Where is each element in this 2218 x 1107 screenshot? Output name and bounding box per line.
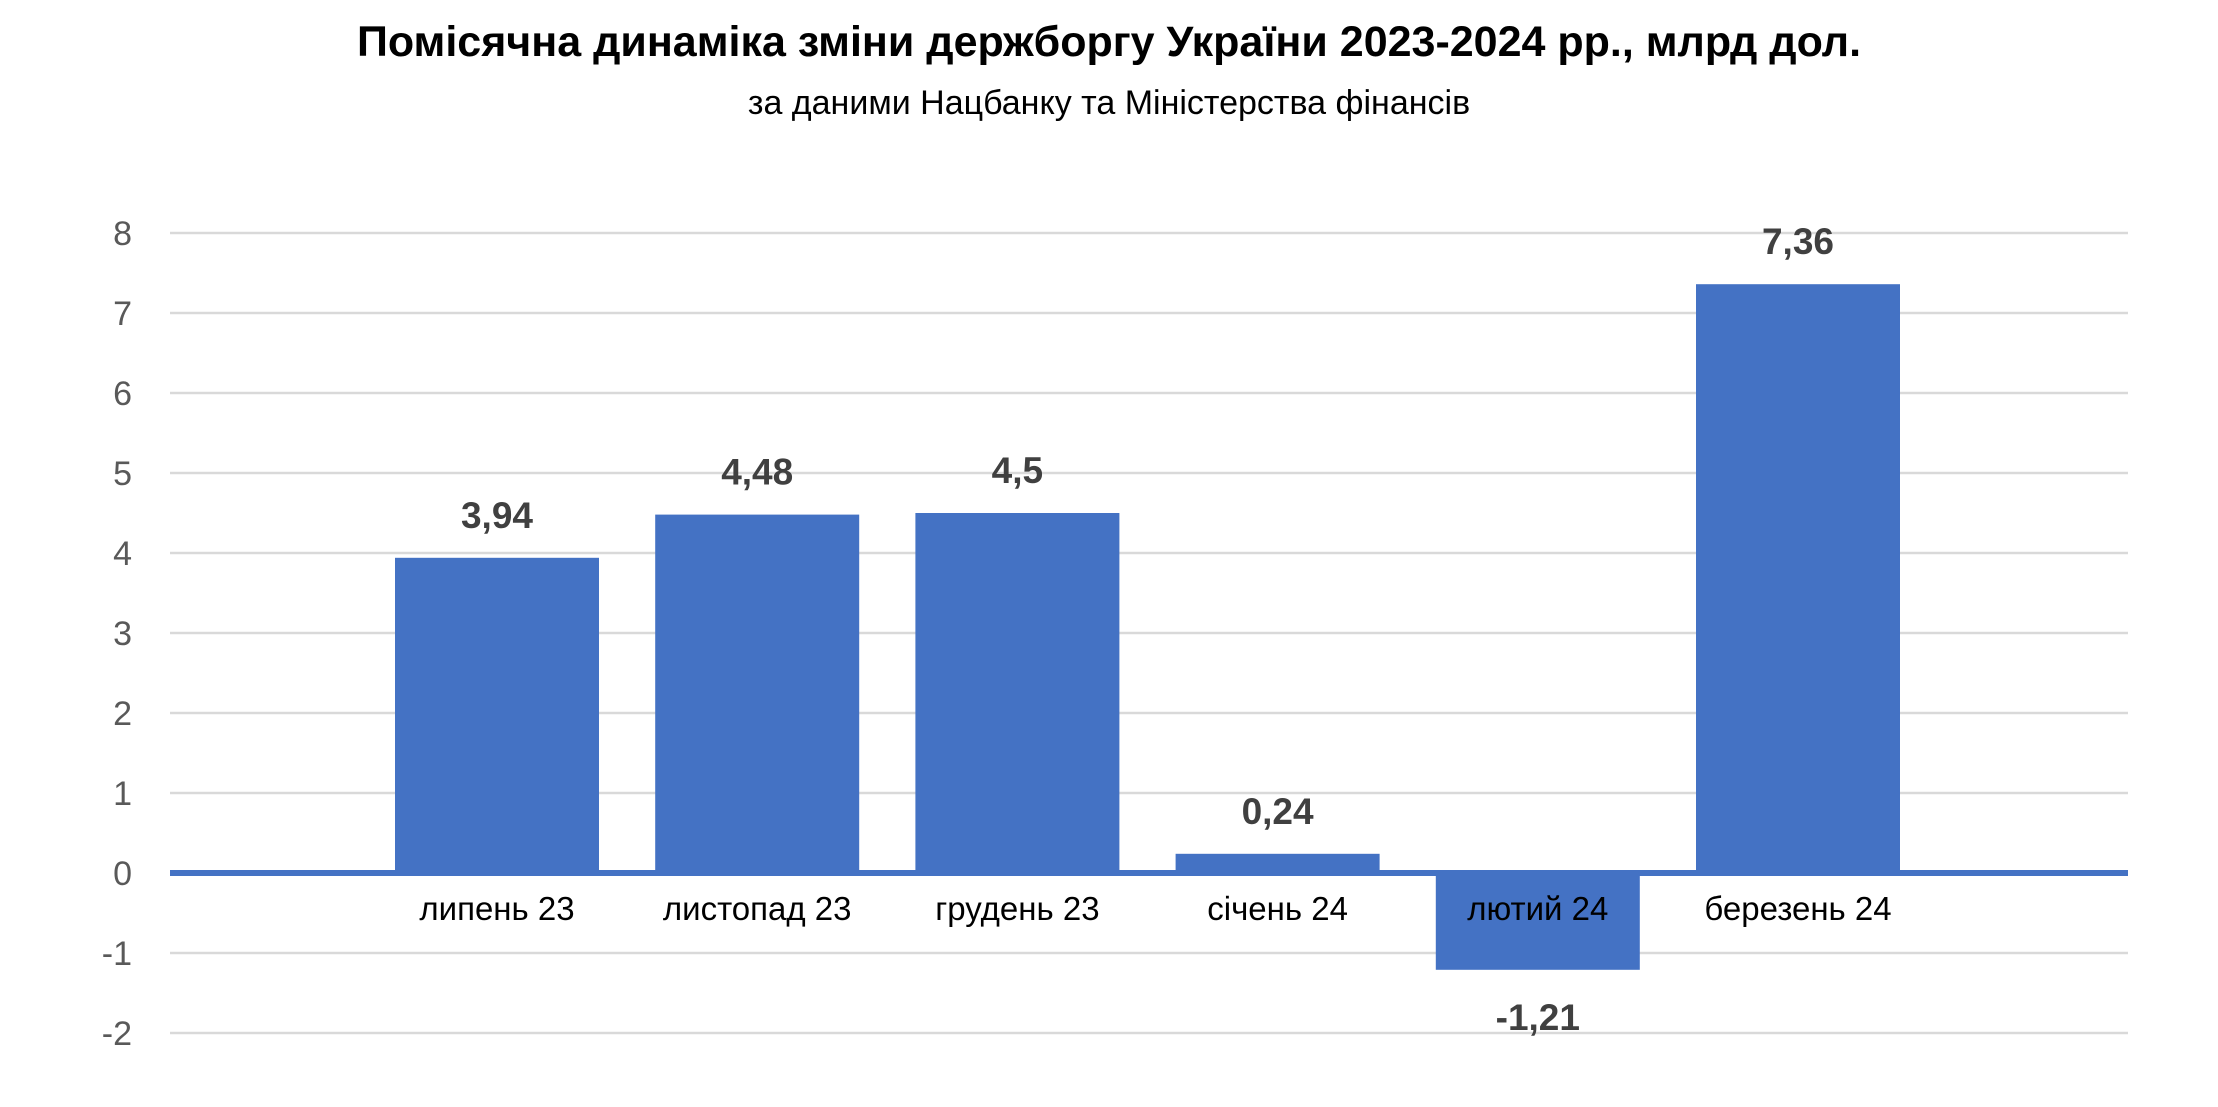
y-tick-label: -2 — [102, 1015, 132, 1053]
data-label: 3,94 — [461, 495, 533, 536]
y-tick-label: 8 — [113, 215, 132, 253]
category-label: лютий 24 — [1467, 890, 1608, 927]
data-label: 4,5 — [992, 450, 1043, 491]
bar — [1696, 284, 1900, 873]
category-label: березень 24 — [1704, 890, 1891, 927]
y-axis-ticks: -2 -1 0 1 2 3 4 5 6 7 8 — [102, 215, 132, 1053]
data-label: 7,36 — [1762, 221, 1834, 262]
chart-title: Помісячна динаміка зміни держборгу Украї… — [356, 18, 1862, 66]
category-label: грудень 23 — [935, 890, 1099, 927]
y-tick-label: 4 — [113, 535, 132, 573]
bar — [1435, 873, 1640, 970]
data-label: 4,48 — [721, 452, 793, 493]
y-tick-label: 7 — [113, 295, 132, 333]
y-tick-label: 1 — [113, 775, 132, 813]
bar — [395, 557, 599, 873]
y-tick-label: 3 — [113, 615, 132, 653]
category-label: січень 24 — [1207, 890, 1348, 927]
y-tick-label: 6 — [113, 375, 132, 413]
y-tick-label: 5 — [113, 455, 132, 493]
bar — [915, 513, 1120, 873]
labels: 3,94 липень 23 4,48 листопад 23 4,5 грудень 2… — [419, 221, 1891, 1038]
y-tick-label: -1 — [102, 935, 132, 973]
category-label: листопад 23 — [663, 890, 852, 927]
bars — [395, 284, 1900, 970]
data-label: -1,21 — [1496, 997, 1580, 1038]
bar — [1175, 853, 1380, 873]
y-tick-label: 2 — [113, 695, 132, 733]
chart-subtitle: за даними Нацбанку та Міністерства фінан… — [747, 84, 1471, 122]
y-tick-label: 0 — [113, 855, 132, 893]
bar — [655, 514, 860, 873]
category-label: липень 23 — [419, 890, 574, 927]
data-label: 0,24 — [1242, 791, 1314, 832]
